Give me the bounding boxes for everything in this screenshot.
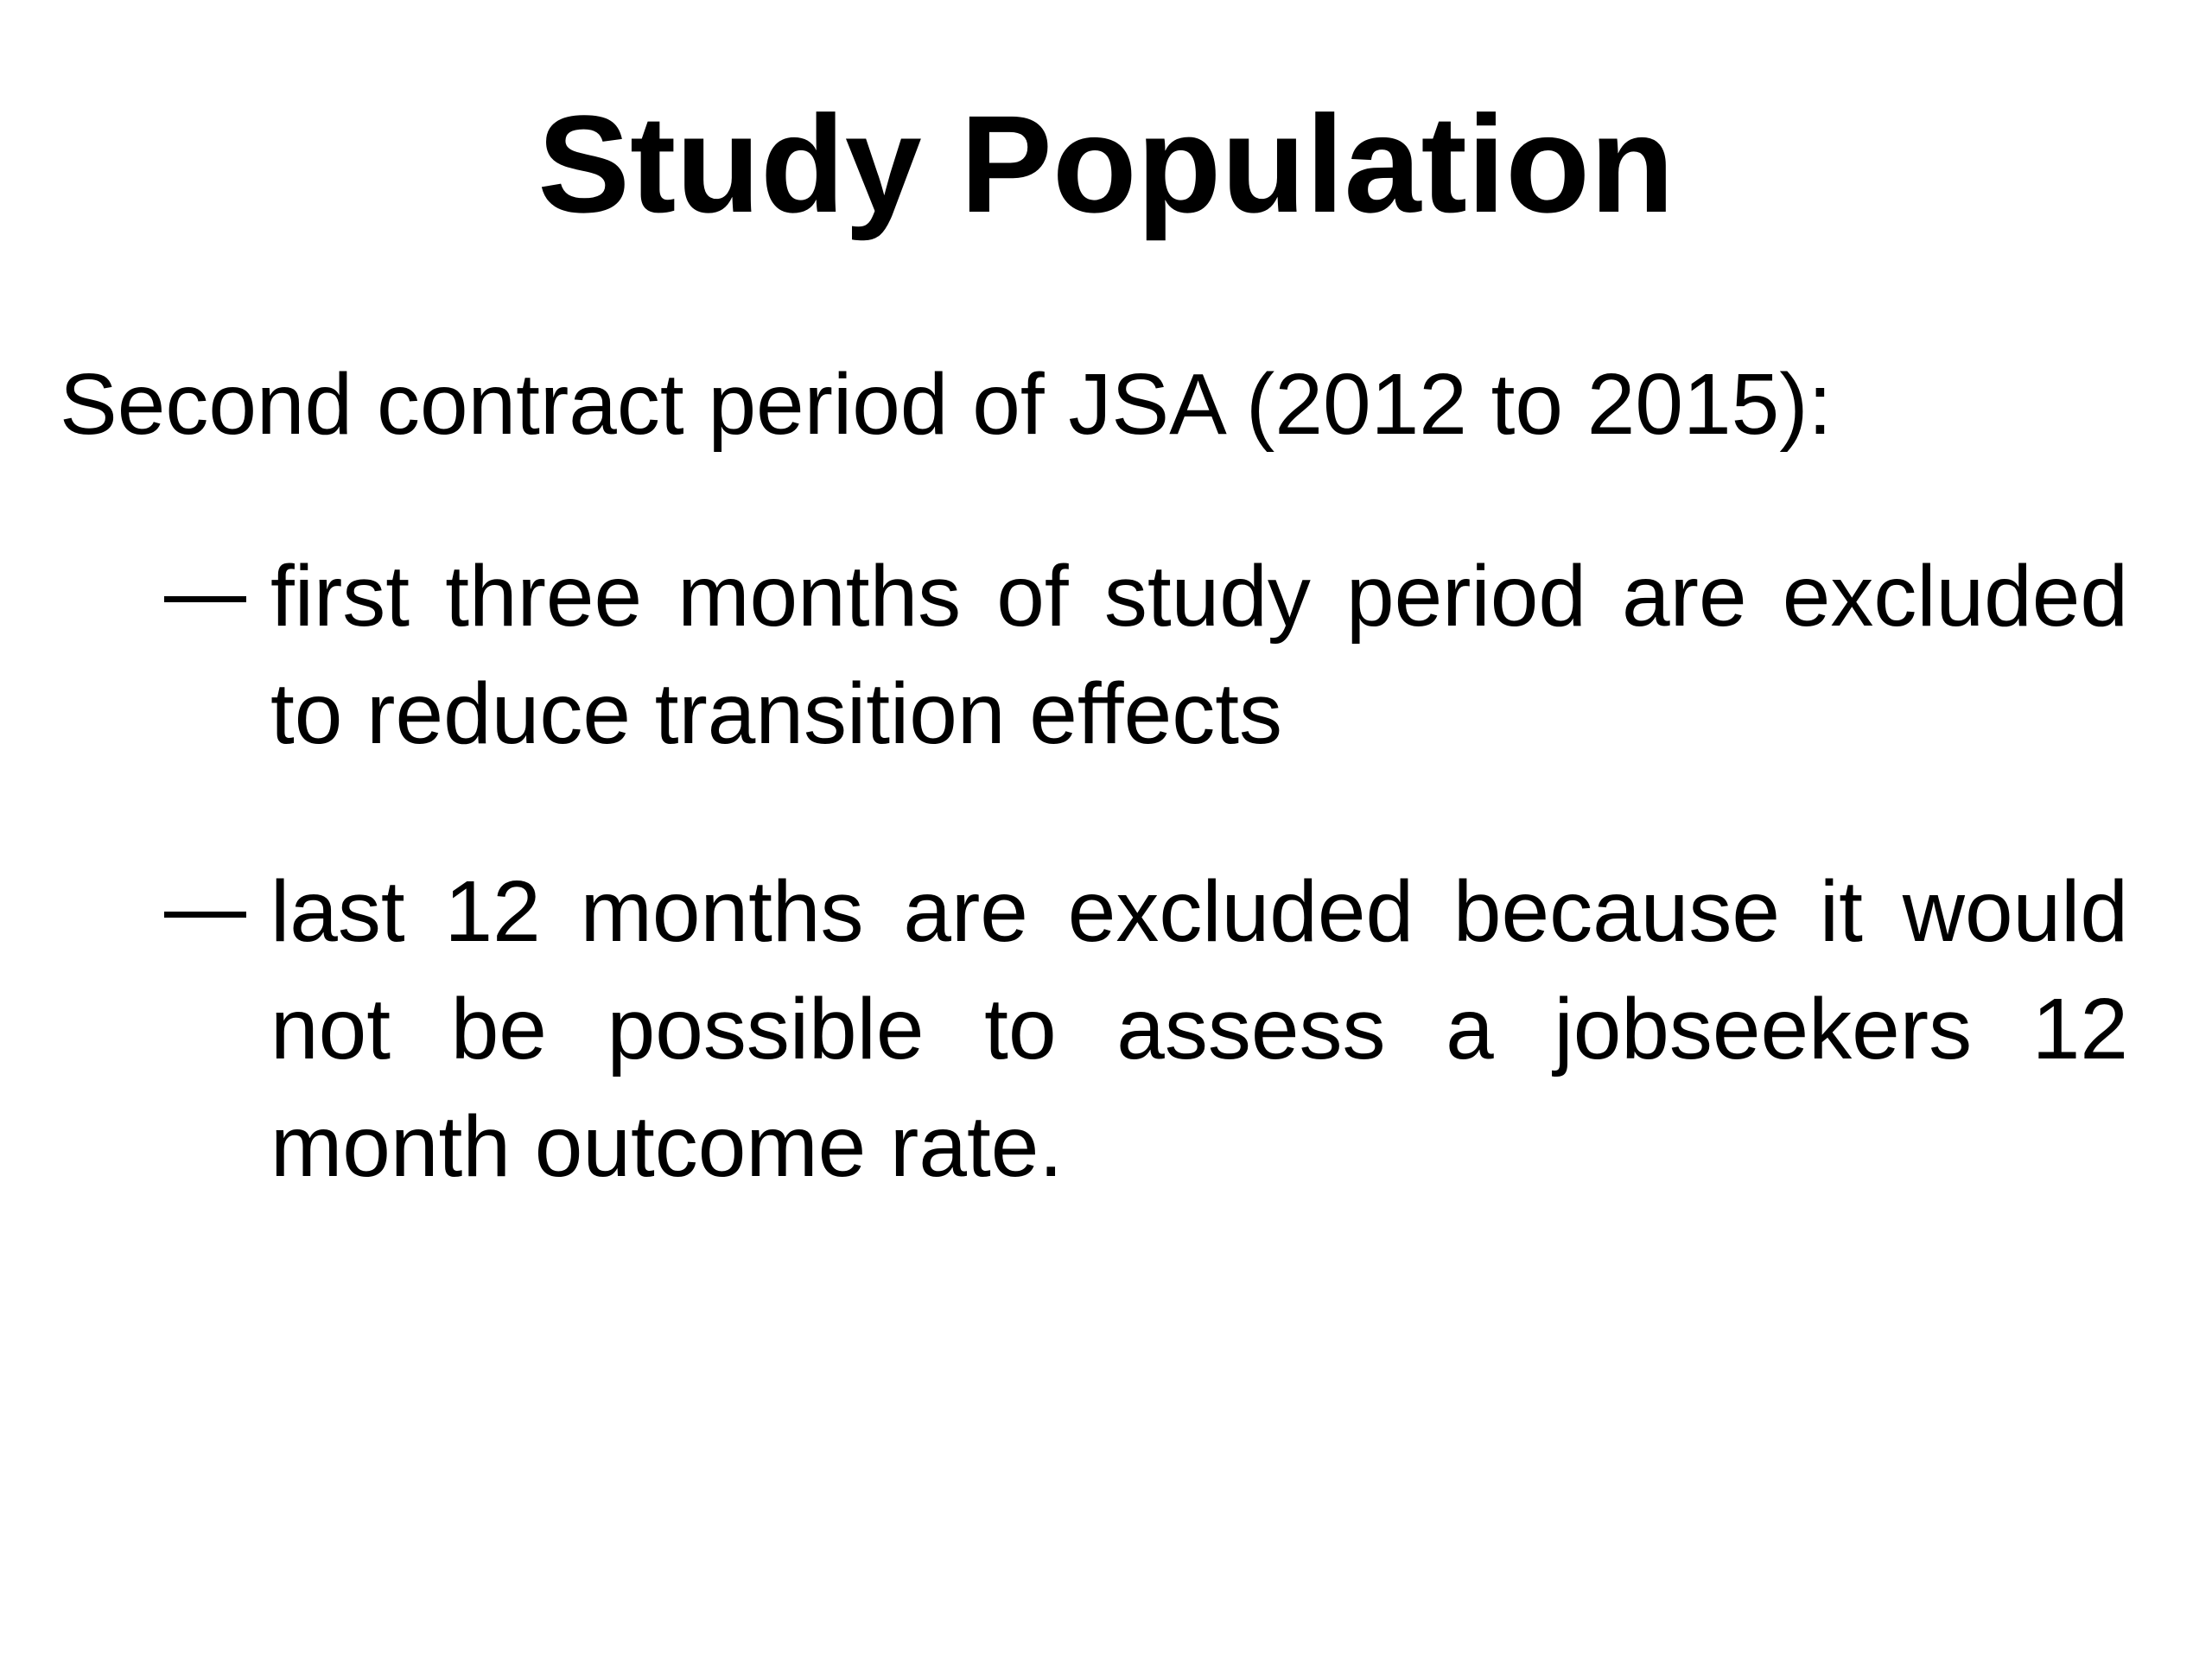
bullet-marker xyxy=(164,912,246,918)
intro-text: Second contract period of JSA (2012 to 2… xyxy=(60,356,1833,453)
bullet-marker xyxy=(164,596,246,602)
bullet-text: first three months of study period are e… xyxy=(270,548,2128,762)
bullet-text: last 12 months are excluded because it w… xyxy=(270,863,2128,1195)
slide-title: Study Population xyxy=(537,86,1675,241)
